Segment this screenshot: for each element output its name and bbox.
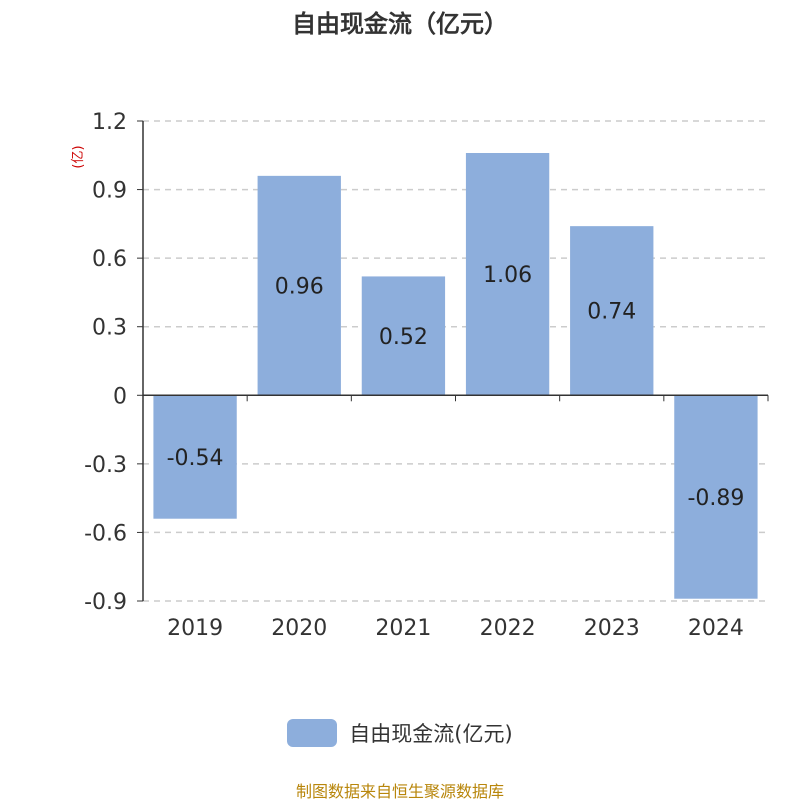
y-tick-label: 0.9 [92, 179, 127, 204]
bar-2023 [570, 226, 654, 396]
y-tick-label: -0.6 [84, 521, 127, 546]
data-labels: -0.54 0.96 0.52 1.06 0.74 -0.89 [167, 263, 745, 511]
x-tick-label: 2021 [375, 616, 431, 641]
bar-2021 [361, 276, 446, 396]
data-label-2022: 1.06 [483, 263, 532, 288]
chart-title: 自由现金流（亿元） [292, 10, 508, 38]
source-note: 制图数据来自恒生聚源数据库 [295, 782, 504, 801]
legend-label: 自由现金流(亿元) [349, 722, 513, 746]
y-tick-label: 0 [113, 384, 127, 409]
x-tick-label: 2022 [480, 616, 536, 641]
legend[interactable]: 自由现金流(亿元) [0, 718, 800, 748]
data-label-2021: 0.52 [379, 325, 428, 350]
bar-2022 [465, 153, 550, 396]
x-tick-label: 2023 [584, 616, 640, 641]
y-tick-label: -0.3 [84, 453, 127, 478]
grid-lines [143, 120, 768, 602]
data-label-2023: 0.74 [587, 300, 636, 325]
y-tick-label: 0.3 [92, 316, 127, 341]
bar-2024 [674, 395, 758, 599]
legend-swatch [287, 719, 338, 747]
y-tick-label: 1.2 [92, 110, 127, 135]
y-tick-label: -0.9 [84, 590, 127, 615]
bar-2020 [257, 175, 341, 396]
x-tick-label: 2024 [688, 616, 744, 641]
bars [153, 153, 758, 599]
x-tick-label: 2019 [167, 616, 223, 641]
y-tick-label: 0.6 [92, 247, 127, 272]
axes: 1.2 0.9 0.6 0.3 0 -0.3 -0.6 -0.9 (亿) 2019 2020 2021… [71, 110, 769, 641]
y-axis-label: (亿) [71, 145, 86, 168]
bar-2019 [153, 395, 237, 519]
data-label-2020: 0.96 [275, 275, 324, 300]
data-label-2019: -0.54 [167, 446, 224, 471]
data-label-2024: -0.89 [687, 486, 744, 511]
x-tick-label: 2020 [271, 616, 327, 641]
